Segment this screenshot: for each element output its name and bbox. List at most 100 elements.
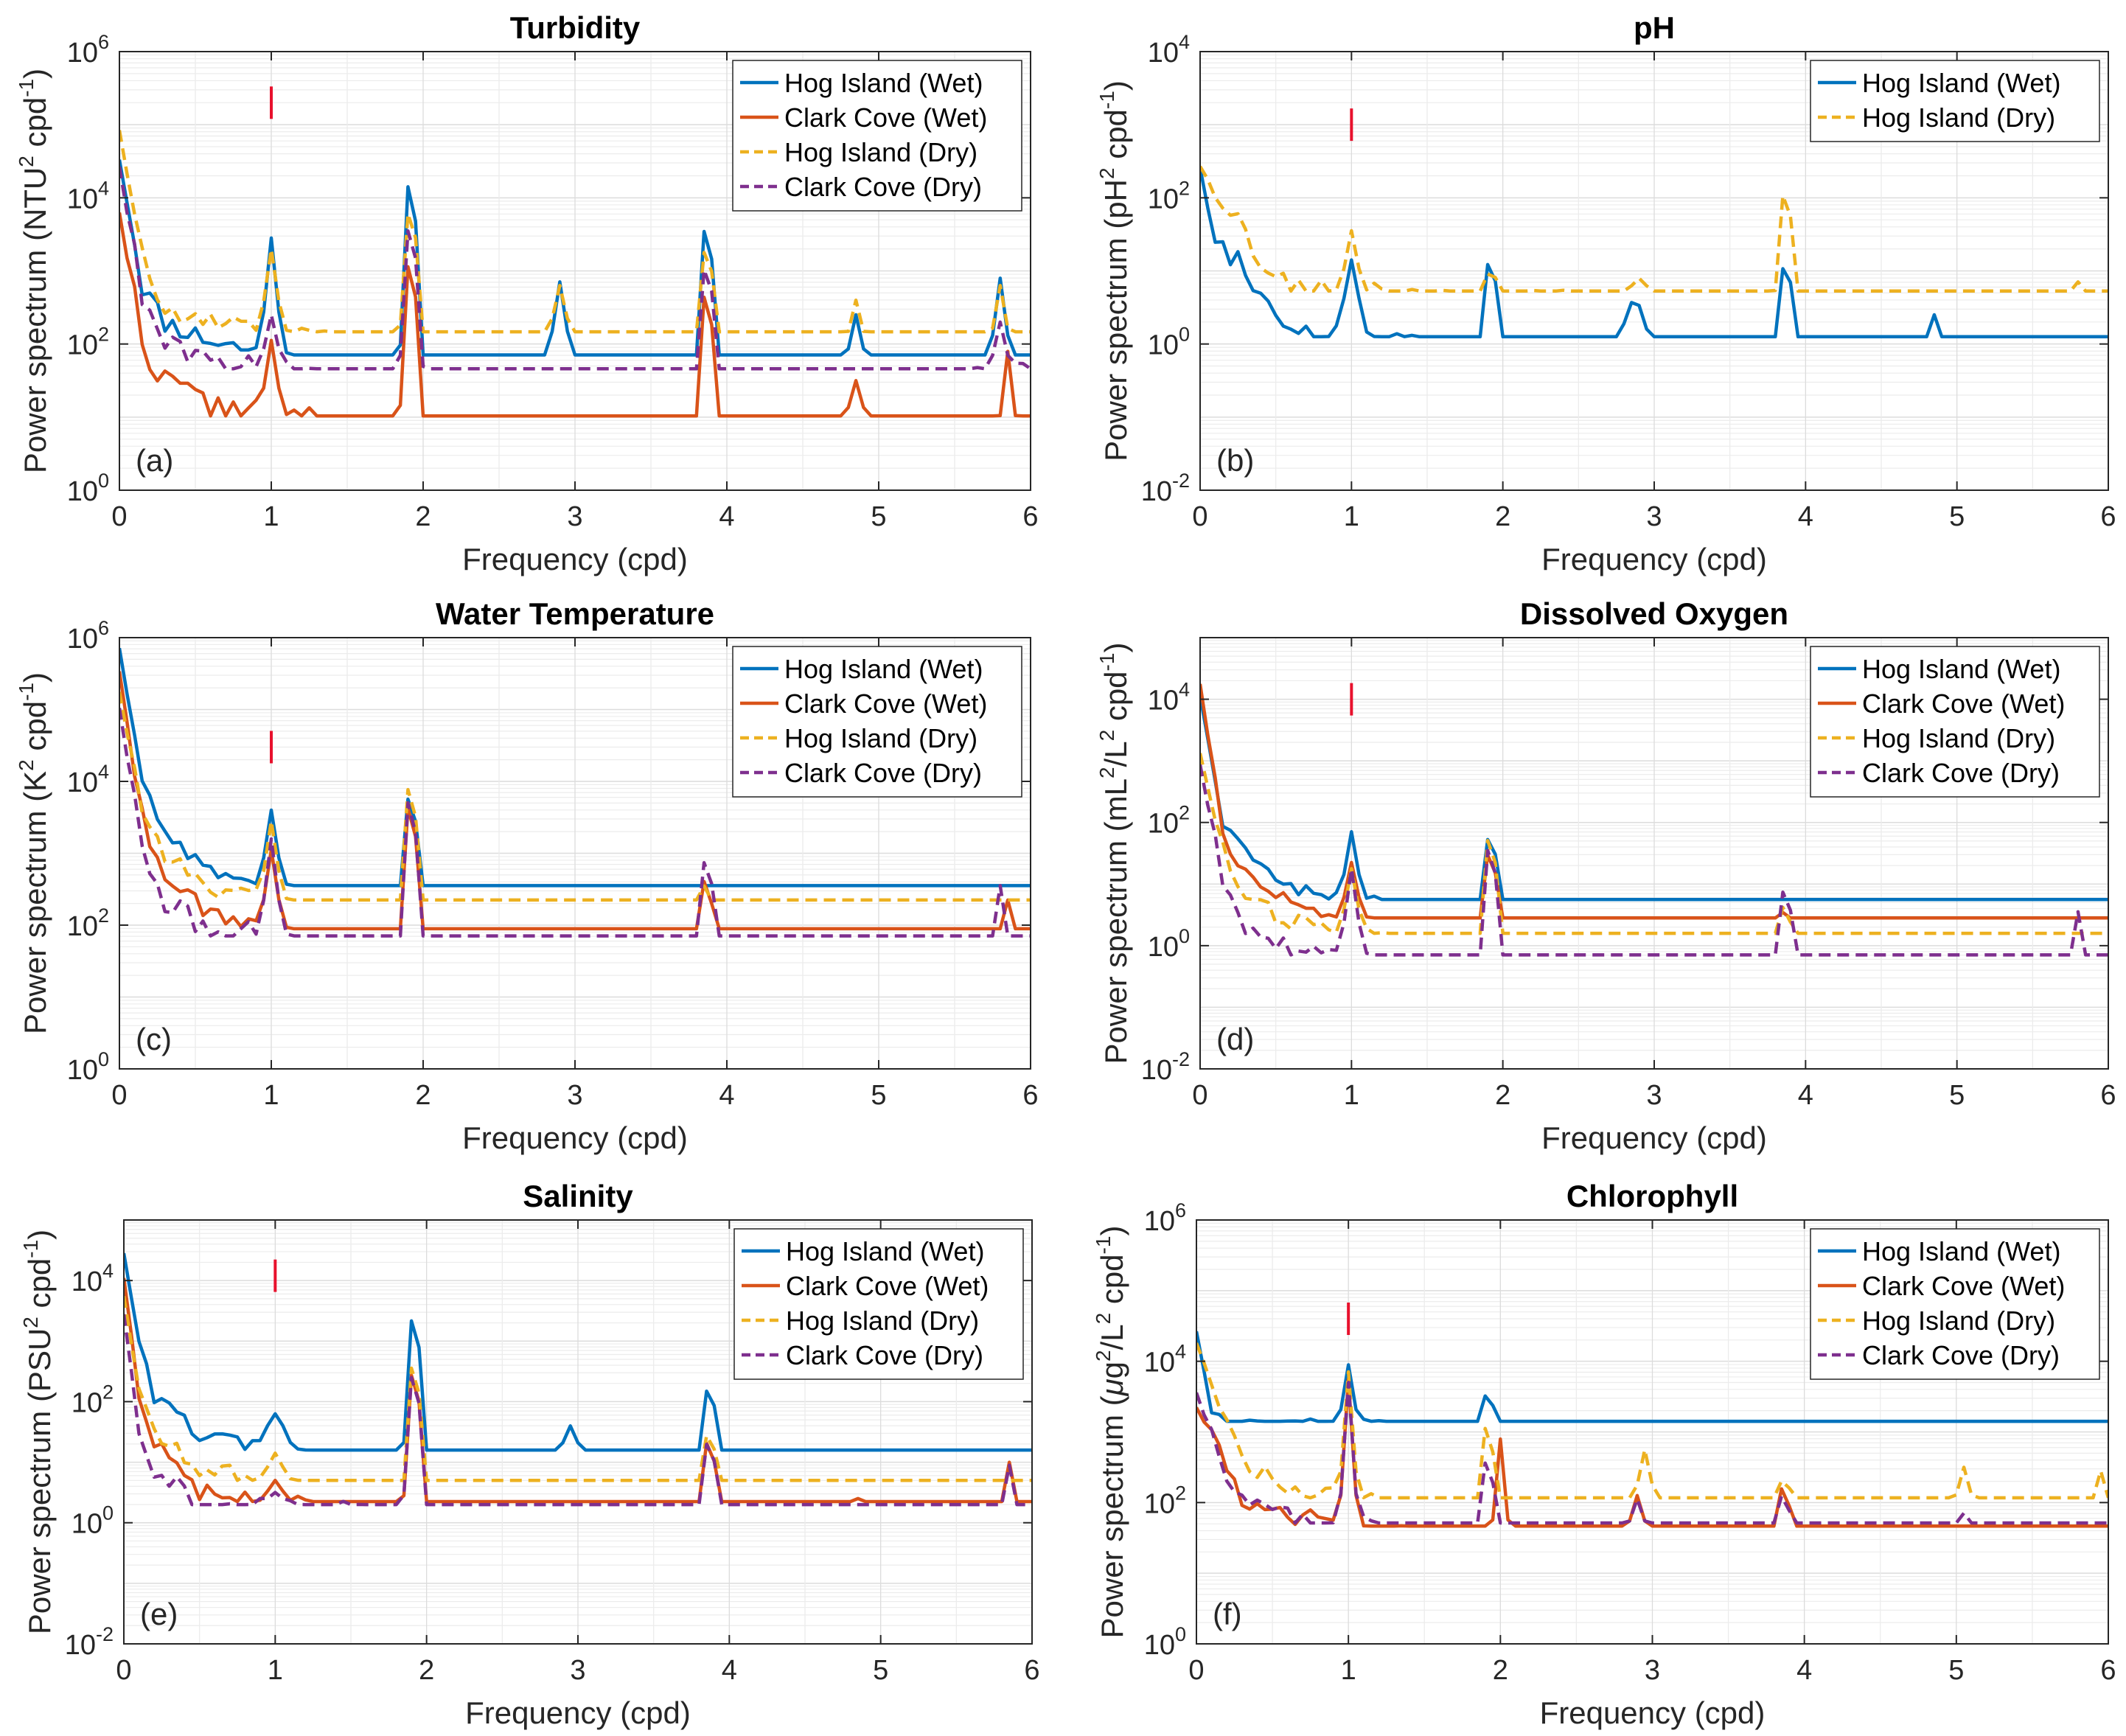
panel-label: (b) <box>1216 443 1254 478</box>
y-label-superscript: -1 <box>1092 1236 1115 1255</box>
x-axis-label: Frequency (cpd) <box>1541 1120 1767 1155</box>
y-label-text: ) <box>1095 1226 1129 1236</box>
y-label-text: /L <box>1098 741 1133 767</box>
x-tick-label: 2 <box>419 1655 434 1686</box>
y-tick-label: 104 <box>1144 1341 1186 1378</box>
y-label-superscript: -1 <box>15 79 38 97</box>
y-tick-label: 102 <box>1144 1482 1186 1519</box>
legend-box <box>1810 1228 2100 1380</box>
legend-entry: Clark Cove (Dry) <box>784 758 982 788</box>
x-tick-label: 6 <box>1022 501 1038 532</box>
legend-entry: Hog Island (Wet) <box>1862 654 2060 684</box>
legend: Hog Island (Wet) Hog Island (Dry) <box>1810 60 2100 142</box>
y-tick-base: 10 <box>65 1630 96 1661</box>
y-tick-exponent: 0 <box>1179 925 1190 947</box>
y-tick-base: 10 <box>1144 1630 1175 1661</box>
y-label-text: ) <box>1098 80 1133 91</box>
x-tick-label: 1 <box>263 501 279 532</box>
legend-entry: Clark Cove (Dry) <box>784 172 982 202</box>
series-line-hog-island-dry <box>1200 165 2108 293</box>
legend-entry: Hog Island (Dry) <box>784 137 977 167</box>
series-line-clark-cove-dry <box>119 708 1031 938</box>
legend-box <box>1810 646 2100 798</box>
x-tick-label: 3 <box>567 501 582 532</box>
y-label-superscript: 2 <box>15 156 38 167</box>
y-tick-exponent: -2 <box>1172 1048 1190 1070</box>
x-axis-label: Frequency (cpd) <box>462 542 688 576</box>
y-label-text: Power spectrum (mL <box>1098 778 1133 1064</box>
x-tick-label: 4 <box>1798 501 1813 532</box>
chart-title: Salinity <box>523 1179 633 1213</box>
series-line-hog-island-wet <box>119 647 1031 888</box>
legend-entry: Hog Island (Dry) <box>1862 723 2055 753</box>
x-tick-label: 0 <box>111 1080 127 1111</box>
x-tick-label: 3 <box>1645 1655 1660 1686</box>
x-tick-label: 0 <box>116 1655 131 1686</box>
y-tick-base: 10 <box>67 624 98 655</box>
y-tick-label: 100 <box>67 1048 109 1086</box>
legend-entry: Clark Cove (Wet) <box>1862 1271 2065 1301</box>
y-tick-base: 10 <box>1148 184 1179 215</box>
y-tick-label: 10-2 <box>65 1623 114 1661</box>
y-tick-exponent: 2 <box>102 1381 114 1403</box>
series-line-clark-cove-dry <box>1196 1381 2108 1525</box>
legend: Hog Island (Wet) Clark Cove (Wet) Hog Isla… <box>733 1228 1024 1380</box>
legend-box <box>732 60 1022 212</box>
y-label-text: ) <box>1098 643 1133 653</box>
x-tick-label: 5 <box>873 1655 888 1686</box>
series-line-clark-cove-wet <box>1200 683 2108 920</box>
legend-entry: Hog Island (Wet) <box>786 1236 984 1266</box>
legend-entry: Clark Cove (Wet) <box>786 1271 989 1301</box>
y-axis-label: Power spectrum (pH2 cpd-1) <box>1095 80 1133 461</box>
y-tick-label: 100 <box>72 1502 114 1540</box>
y-tick-exponent: 4 <box>98 177 109 199</box>
chart-title: Dissolved Oxygen <box>1520 596 1788 631</box>
y-tick-base: 10 <box>67 911 98 942</box>
series-line-hog-island-wet <box>119 159 1031 357</box>
y-tick-label: 104 <box>1148 31 1190 69</box>
y-tick-label: 100 <box>1144 1623 1186 1661</box>
y-tick-label: 102 <box>72 1381 114 1418</box>
y-tick-exponent: 0 <box>98 1048 109 1070</box>
y-tick-exponent: 2 <box>98 324 109 346</box>
x-tick-label: 6 <box>2100 1080 2116 1111</box>
y-tick-exponent: 0 <box>102 1502 114 1524</box>
y-tick-base: 10 <box>72 1387 102 1418</box>
y-tick-label: 106 <box>67 31 109 69</box>
y-tick-exponent: -2 <box>1172 470 1190 492</box>
legend-box <box>732 646 1022 798</box>
y-tick-label: 106 <box>1144 1199 1186 1237</box>
legend-entry: Clark Cove (Dry) <box>1862 1340 2060 1370</box>
panel-label: (a) <box>136 443 173 478</box>
y-tick-label: 104 <box>67 177 109 215</box>
x-tick-label: 3 <box>567 1080 582 1111</box>
legend-entry: Hog Island (Wet) <box>784 68 983 98</box>
series-line-clark-cove-dry <box>1200 764 2108 957</box>
legend-entry: Hog Island (Dry) <box>784 723 977 753</box>
x-tick-label: 3 <box>1646 501 1662 532</box>
series-line-hog-island-dry <box>119 691 1031 902</box>
y-tick-exponent: 4 <box>1179 31 1190 53</box>
x-tick-label: 2 <box>415 501 431 532</box>
x-axis-label: Frequency (cpd) <box>465 1695 691 1730</box>
y-tick-base: 10 <box>72 1509 102 1540</box>
x-tick-label: 1 <box>263 1080 279 1111</box>
y-label-text: cpd <box>1098 671 1133 729</box>
chart-title: Water Temperature <box>436 596 714 631</box>
panel-label: (d) <box>1216 1022 1254 1056</box>
chart-title: pH <box>1634 10 1675 45</box>
series-line-hog-island-wet <box>1200 695 2108 902</box>
x-tick-label: 6 <box>1022 1080 1038 1111</box>
y-tick-label: 100 <box>1148 324 1190 361</box>
x-tick-label: 0 <box>1192 501 1207 532</box>
legend-entry: Clark Cove (Wet) <box>784 689 987 719</box>
y-tick-exponent: 6 <box>98 617 109 639</box>
legend-entry: Hog Island (Wet) <box>1862 68 2060 98</box>
y-axis-label: Power spectrum (mL2/L2 cpd-1) <box>1095 643 1133 1064</box>
y-tick-base: 10 <box>1148 330 1179 361</box>
legend-entry: Hog Island (Dry) <box>786 1306 979 1336</box>
y-tick-exponent: 2 <box>98 904 109 927</box>
